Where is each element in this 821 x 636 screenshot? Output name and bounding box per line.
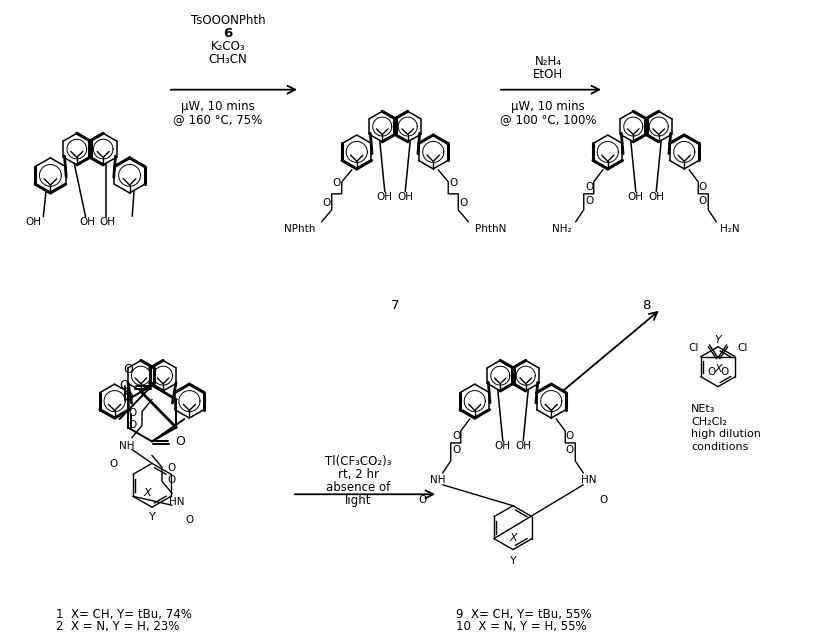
Text: EtOH: EtOH: [533, 68, 563, 81]
Text: NH: NH: [430, 475, 446, 485]
Text: O: O: [129, 408, 137, 418]
Text: 7: 7: [391, 299, 399, 312]
Text: 10  X = N, Y = H, 55%: 10 X = N, Y = H, 55%: [456, 620, 587, 633]
Text: O: O: [565, 445, 574, 455]
Text: 1  X= CH, Y= tBu, 74%: 1 X= CH, Y= tBu, 74%: [56, 608, 192, 621]
Text: O: O: [585, 182, 594, 192]
Text: O: O: [167, 475, 175, 485]
Text: OH: OH: [25, 218, 41, 227]
Text: CH₃CN: CH₃CN: [209, 53, 247, 66]
Text: O: O: [333, 178, 341, 188]
Text: 6: 6: [223, 27, 232, 40]
Text: Cl: Cl: [688, 343, 699, 353]
Text: Cl: Cl: [737, 343, 748, 353]
Text: high dilution: high dilution: [691, 429, 761, 439]
Text: OH: OH: [649, 192, 664, 202]
Text: O: O: [585, 196, 594, 206]
Text: O: O: [123, 391, 133, 404]
Text: CH₂Cl₂: CH₂Cl₂: [691, 417, 727, 427]
Text: O: O: [167, 464, 175, 473]
Text: μW, 10 mins: μW, 10 mins: [181, 100, 255, 113]
Text: O: O: [186, 515, 194, 525]
Text: Y: Y: [149, 512, 155, 522]
Text: 8: 8: [642, 299, 650, 312]
Text: OH: OH: [100, 218, 116, 227]
Text: O: O: [419, 495, 427, 505]
Text: H₂N: H₂N: [721, 224, 740, 233]
Text: rt, 2 hr: rt, 2 hr: [337, 468, 378, 481]
Text: OH: OH: [516, 441, 531, 452]
Text: Tl(CF₃CO₂)₃: Tl(CF₃CO₂)₃: [325, 455, 392, 468]
Text: O: O: [565, 431, 574, 441]
Text: absence of: absence of: [326, 481, 390, 494]
Text: O: O: [459, 198, 467, 208]
Text: PhthN: PhthN: [475, 224, 506, 233]
Text: NH₂: NH₂: [552, 224, 571, 233]
Text: 9  X= CH, Y= tBu, 55%: 9 X= CH, Y= tBu, 55%: [456, 608, 592, 621]
Text: @ 100 °C, 100%: @ 100 °C, 100%: [500, 113, 596, 125]
Text: NH: NH: [119, 441, 135, 452]
Text: 2  X = N, Y = H, 23%: 2 X = N, Y = H, 23%: [56, 620, 179, 633]
Text: X: X: [143, 488, 151, 498]
Text: X: X: [714, 364, 722, 374]
Text: OH: OH: [397, 192, 413, 202]
Text: O: O: [129, 420, 137, 429]
Text: Y: Y: [714, 335, 722, 345]
Text: O: O: [707, 367, 715, 377]
Text: O: O: [175, 435, 185, 448]
Text: NEt₃: NEt₃: [691, 404, 715, 413]
Text: O: O: [123, 363, 133, 376]
Text: Y: Y: [510, 556, 516, 565]
Text: O: O: [449, 178, 457, 188]
Text: @ 160 °C, 75%: @ 160 °C, 75%: [173, 113, 263, 125]
Text: O: O: [698, 196, 707, 206]
Text: NPhth: NPhth: [284, 224, 315, 233]
Text: light: light: [345, 494, 371, 508]
Text: conditions: conditions: [691, 443, 749, 452]
Text: X: X: [509, 532, 516, 543]
Text: OH: OH: [80, 218, 95, 227]
Text: O: O: [110, 459, 118, 469]
Text: K₂CO₃: K₂CO₃: [211, 40, 245, 53]
Text: O: O: [452, 445, 461, 455]
Text: O: O: [452, 431, 461, 441]
Text: O: O: [721, 367, 729, 377]
Text: OH: OH: [628, 192, 644, 202]
Text: O: O: [323, 198, 331, 208]
Text: O: O: [599, 495, 608, 505]
Text: μW, 10 mins: μW, 10 mins: [511, 100, 585, 113]
Text: O: O: [119, 379, 129, 392]
Text: HN: HN: [169, 497, 185, 508]
Text: O: O: [698, 182, 707, 192]
Text: OH: OH: [377, 192, 392, 202]
Text: TsO⁠⁠⁠⁠O⁠⁠⁠⁠O⁠⁠⁠⁠NPhth: TsO⁠⁠⁠⁠O⁠⁠⁠⁠O⁠⁠⁠⁠NPhth: [190, 14, 265, 27]
Text: OH: OH: [495, 441, 511, 452]
Text: N₂H₄: N₂H₄: [534, 55, 562, 68]
Text: HN: HN: [580, 475, 596, 485]
